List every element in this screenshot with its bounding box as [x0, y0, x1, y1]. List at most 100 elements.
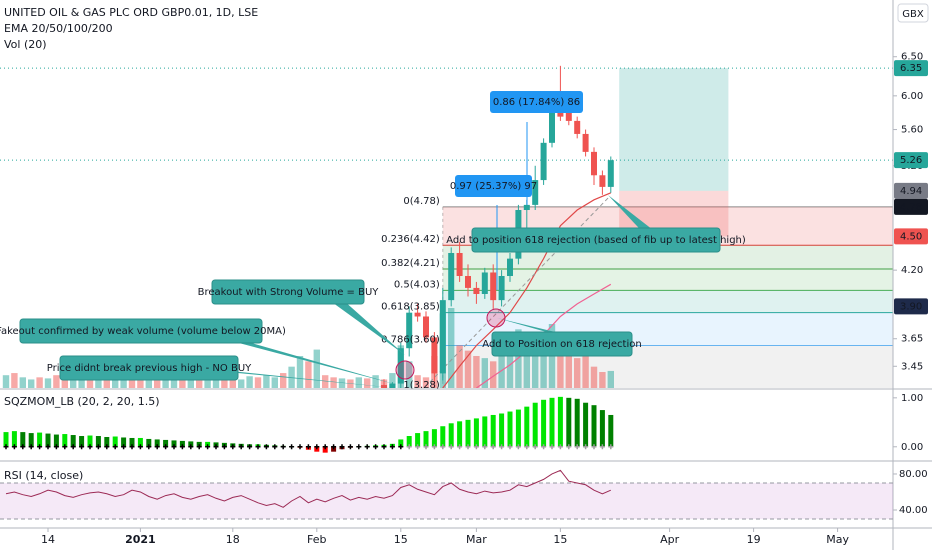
volume-bar: [246, 376, 253, 388]
momentum-bar: [431, 429, 437, 447]
volume-bar: [355, 377, 362, 388]
momentum-bar: [406, 436, 412, 447]
volume-bar: [145, 380, 152, 388]
volume-bar: [271, 377, 278, 388]
squeeze-cross: [574, 444, 580, 450]
fib-label: 0.618(3.85): [381, 302, 440, 313]
squeeze-cross: [20, 444, 26, 450]
volume-bar: [422, 377, 430, 388]
volume-bar: [28, 379, 35, 388]
candle-body: [523, 204, 530, 211]
squeeze-cross: [129, 444, 135, 450]
volume-bar: [330, 377, 337, 388]
momentum-bar: [179, 440, 185, 447]
volume-bar: [120, 375, 127, 388]
callout-box: [211, 279, 365, 305]
squeeze-cross: [423, 444, 429, 450]
price-badge: [894, 152, 928, 169]
squeeze-cross: [263, 444, 269, 450]
price-badge: [894, 228, 928, 245]
price-badge: [894, 198, 928, 215]
squeeze-cross: [490, 444, 496, 450]
volume-bar: [112, 377, 119, 388]
squeeze-cross: [524, 444, 530, 450]
volume-bar: [86, 377, 94, 388]
volume-bar: [389, 373, 396, 388]
momentum-bar: [507, 411, 513, 447]
squeeze-cross: [431, 444, 437, 450]
currency-box[interactable]: [897, 3, 929, 23]
x-tick-label: 18: [226, 533, 240, 546]
candle-body: [540, 142, 547, 181]
momentum-bar: [137, 437, 143, 447]
squeeze-cross: [448, 444, 454, 450]
squeeze-cross: [297, 444, 303, 450]
momentum-bar: [398, 439, 404, 447]
volume-bar: [322, 375, 329, 388]
volume-bar: [229, 378, 236, 388]
x-tick-label: Apr: [660, 533, 680, 546]
squeeze-cross: [591, 444, 597, 450]
volume-bar: [523, 345, 530, 388]
x-tick-label: 19: [747, 533, 761, 546]
squeeze-cross: [499, 444, 505, 450]
candle-body: [490, 272, 497, 301]
candle-body: [565, 108, 572, 121]
callout-box: [471, 227, 721, 253]
momentum-bar: [322, 446, 328, 453]
squeeze-cross: [373, 444, 379, 450]
momentum-bar: [112, 436, 118, 447]
volume-bar: [128, 378, 136, 388]
momentum-bar: [515, 409, 521, 447]
x-tick-label: 2021: [125, 533, 156, 546]
legend-entry: EMA 20/50/100/200: [4, 22, 113, 35]
volume-bar: [221, 377, 228, 388]
momentum-bar: [129, 437, 135, 447]
squeeze-cross: [305, 444, 311, 450]
volume-bar: [36, 377, 43, 388]
volume-bar: [414, 375, 421, 388]
rsi-band: [0, 482, 893, 519]
momentum-bar: [171, 440, 177, 447]
momentum-bar: [599, 410, 605, 447]
momentum-bar: [45, 433, 51, 447]
squeeze-cross: [415, 444, 421, 450]
callout-box: [19, 318, 263, 344]
pane-title: SQZMOM_LB (20, 2, 20, 1.5): [4, 395, 160, 408]
volume-bar: [448, 308, 455, 388]
x-tick-label: 15: [553, 533, 567, 546]
y-tick-label: 6.50: [901, 52, 923, 63]
candle-body: [456, 252, 463, 276]
momentum-bar: [154, 439, 160, 447]
volume-bar: [2, 375, 10, 388]
momentum-bar: [591, 405, 597, 447]
squeeze-cross: [482, 444, 488, 450]
squeeze-cross: [608, 444, 614, 450]
momentum-bar: [163, 439, 169, 447]
volume-bar: [473, 356, 480, 388]
squeeze-cross: [339, 444, 345, 450]
volume-bar: [574, 358, 581, 388]
momentum-bar: [423, 431, 429, 447]
momentum-bar: [146, 438, 152, 447]
momentum-bar: [490, 414, 496, 447]
candle-body: [389, 383, 396, 388]
volume-bar: [464, 350, 472, 388]
momentum-bar: [79, 436, 85, 447]
candle-body: [465, 275, 471, 288]
volume-bar: [238, 379, 245, 388]
squeeze-cross: [28, 444, 34, 450]
volume-bar: [296, 356, 304, 388]
squeeze-cross: [37, 444, 43, 450]
marker-circle: [395, 360, 415, 380]
squeeze-cross: [457, 444, 463, 450]
volume-bar: [154, 377, 161, 388]
x-tick-label: Feb: [307, 533, 326, 546]
squeeze-cross: [440, 444, 446, 450]
squeeze-cross: [465, 444, 471, 450]
squeeze-cross: [104, 444, 110, 450]
y-tick-label: 1.00: [901, 393, 923, 404]
rsi-line: [5, 469, 611, 508]
momentum-bar: [541, 399, 547, 447]
